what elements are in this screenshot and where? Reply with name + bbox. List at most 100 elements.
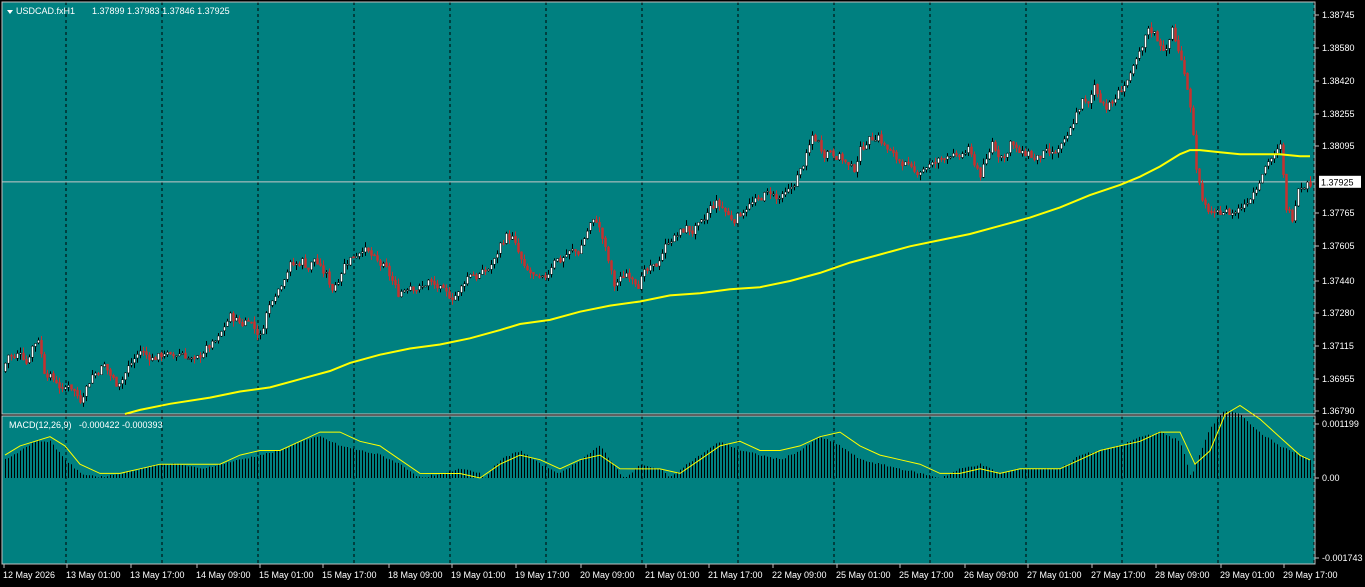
candle-body [910,163,913,167]
dropdown-triangle-icon[interactable] [7,10,13,14]
candle-body [238,317,241,323]
candle-body [55,379,58,384]
candle-body [43,354,46,374]
candle-body [772,193,775,196]
candle-body [1240,207,1243,210]
candle-body [511,235,514,240]
candle-body [367,247,370,252]
candle-body [793,185,796,188]
time-tick-label: 21 May 17:00 [708,570,763,580]
candle-body [163,353,166,357]
candle-body [394,279,397,286]
candle-body [133,358,136,364]
candle-body [655,263,658,267]
candle-body [811,135,814,145]
time-tick-label: 13 May 01:00 [66,570,121,580]
candle-body [508,233,511,240]
candle-body [865,144,868,150]
current-price-tag: 1.37925 [1319,175,1361,188]
candle-body [253,321,256,329]
candle-body [1309,181,1312,187]
candle-body [991,141,994,153]
candle-body [268,304,271,314]
candle-body [787,188,790,193]
candle-body [406,289,409,292]
candle-body [1162,45,1165,51]
candle-body [430,279,433,282]
candle-body [7,354,10,364]
candle-body [325,272,328,274]
candle-body [610,260,613,271]
candle-body [1096,84,1099,94]
candle-body [664,243,667,254]
candle-body [289,261,292,273]
symbol-timeframe: USDCAD.fxH1 [16,6,75,16]
macd-panel[interactable] [2,416,1315,564]
candle-body [160,352,163,358]
candle-body [235,317,238,322]
candle-body [283,279,286,287]
candle-body [1264,166,1267,174]
price-tick-label: 1.38420 [1322,76,1355,86]
candle-body [646,268,649,271]
candle-body [688,225,691,232]
candle-body [559,257,562,263]
candle-body [115,376,118,387]
candle-body [34,343,37,347]
candle-body [826,151,829,159]
candle-body [139,350,142,356]
candle-body [316,258,319,265]
candle-body [493,258,496,265]
candle-body [433,280,436,285]
time-tick-label: 29 May 01:00 [1220,570,1275,580]
candle-body [1024,150,1027,157]
candle-body [943,158,946,160]
candle-body [352,256,355,259]
candle-body [1228,208,1231,215]
candle-body [724,207,727,212]
candle-body [931,162,934,166]
candle-body [448,291,451,299]
candle-body [775,194,778,199]
candle-body [1129,72,1132,81]
candle-body [631,277,634,280]
candle-body [781,193,784,199]
candle-body [1108,101,1111,111]
candle-body [40,340,43,355]
candle-body [925,167,928,170]
candle-body [1156,31,1159,42]
candle-body [196,355,199,359]
candle-body [535,274,538,277]
price-tick-label: 1.37440 [1322,276,1355,286]
candle-body [130,362,133,366]
candle-body [1048,148,1051,154]
candle-body [193,357,196,359]
candle-body [1099,93,1102,103]
candle-body [391,276,394,281]
candle-body [337,282,340,285]
candle-body [397,284,400,297]
candle-body [313,258,316,263]
candle-body [673,235,676,242]
candle-body [1063,138,1066,144]
candle-body [952,153,955,157]
candle-body [601,227,604,239]
candle-body [175,355,178,358]
candle-body [91,374,94,384]
candle-body [853,164,856,172]
candle-body [1267,161,1270,167]
candle-body [85,386,88,397]
candle-body [913,166,916,172]
price-chart-panel[interactable] [2,2,1315,414]
candle-body [226,321,229,327]
candle-body [217,335,220,341]
candle-body [1291,210,1294,222]
candle-body [700,219,703,223]
time-tick-label: 26 May 09:00 [964,570,1019,580]
time-tick-label: 19 May 01:00 [451,570,506,580]
candle-body [1123,85,1126,92]
candle-body [19,352,22,355]
candle-body [703,219,706,221]
candle-body [418,285,421,290]
